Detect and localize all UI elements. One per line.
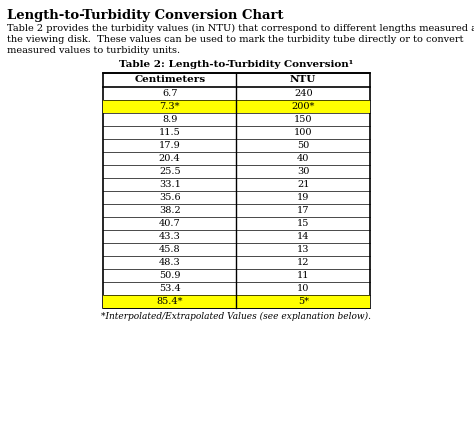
Text: NTU: NTU bbox=[290, 76, 317, 85]
Text: 6.7: 6.7 bbox=[162, 89, 177, 98]
Text: 43.3: 43.3 bbox=[159, 232, 181, 241]
Text: 17.9: 17.9 bbox=[159, 141, 181, 150]
Text: 33.1: 33.1 bbox=[159, 180, 181, 189]
Text: 30: 30 bbox=[297, 167, 310, 176]
Text: 38.2: 38.2 bbox=[159, 206, 181, 215]
Text: 40: 40 bbox=[297, 154, 310, 163]
Text: Length-to-Turbidity Conversion Chart: Length-to-Turbidity Conversion Chart bbox=[7, 9, 283, 22]
Text: 11.5: 11.5 bbox=[159, 128, 181, 137]
Text: 15: 15 bbox=[297, 219, 310, 228]
Text: Centimeters: Centimeters bbox=[134, 76, 205, 85]
Text: measured values to turbidity units.: measured values to turbidity units. bbox=[7, 46, 180, 55]
Text: Table 2: Length-to-Turbidity Conversion¹: Table 2: Length-to-Turbidity Conversion¹ bbox=[119, 60, 354, 69]
Bar bbox=[103, 100, 370, 113]
Text: *Interpolated/Extrapolated Values (see explanation below).: *Interpolated/Extrapolated Values (see e… bbox=[101, 312, 372, 321]
Text: 45.8: 45.8 bbox=[159, 245, 181, 254]
Text: 13: 13 bbox=[297, 245, 310, 254]
Text: 35.6: 35.6 bbox=[159, 193, 181, 202]
Bar bbox=[103, 73, 370, 308]
Text: 14: 14 bbox=[297, 232, 310, 241]
Text: 8.9: 8.9 bbox=[162, 115, 177, 124]
Text: 200*: 200* bbox=[292, 102, 315, 111]
Text: 40.7: 40.7 bbox=[159, 219, 181, 228]
Text: 10: 10 bbox=[297, 284, 310, 293]
Text: 50: 50 bbox=[297, 141, 310, 150]
Text: 19: 19 bbox=[297, 193, 310, 202]
Text: Table 2 provides the turbidity values (in NTU) that correspond to different leng: Table 2 provides the turbidity values (i… bbox=[7, 24, 474, 33]
Text: 21: 21 bbox=[297, 180, 310, 189]
Text: 5*: 5* bbox=[298, 297, 309, 306]
Text: 48.3: 48.3 bbox=[159, 258, 181, 267]
Text: 50.9: 50.9 bbox=[159, 271, 181, 280]
Text: 150: 150 bbox=[294, 115, 312, 124]
Text: 20.4: 20.4 bbox=[159, 154, 181, 163]
Text: 85.4*: 85.4* bbox=[156, 297, 183, 306]
Text: 7.3*: 7.3* bbox=[159, 102, 180, 111]
Bar bbox=[103, 295, 370, 308]
Text: the viewing disk.  These values can be used to mark the turbidity tube directly : the viewing disk. These values can be us… bbox=[7, 35, 464, 44]
Text: 53.4: 53.4 bbox=[159, 284, 181, 293]
Text: 240: 240 bbox=[294, 89, 312, 98]
Text: 11: 11 bbox=[297, 271, 310, 280]
Text: 100: 100 bbox=[294, 128, 312, 137]
Text: 12: 12 bbox=[297, 258, 310, 267]
Text: 25.5: 25.5 bbox=[159, 167, 181, 176]
Text: 17: 17 bbox=[297, 206, 310, 215]
